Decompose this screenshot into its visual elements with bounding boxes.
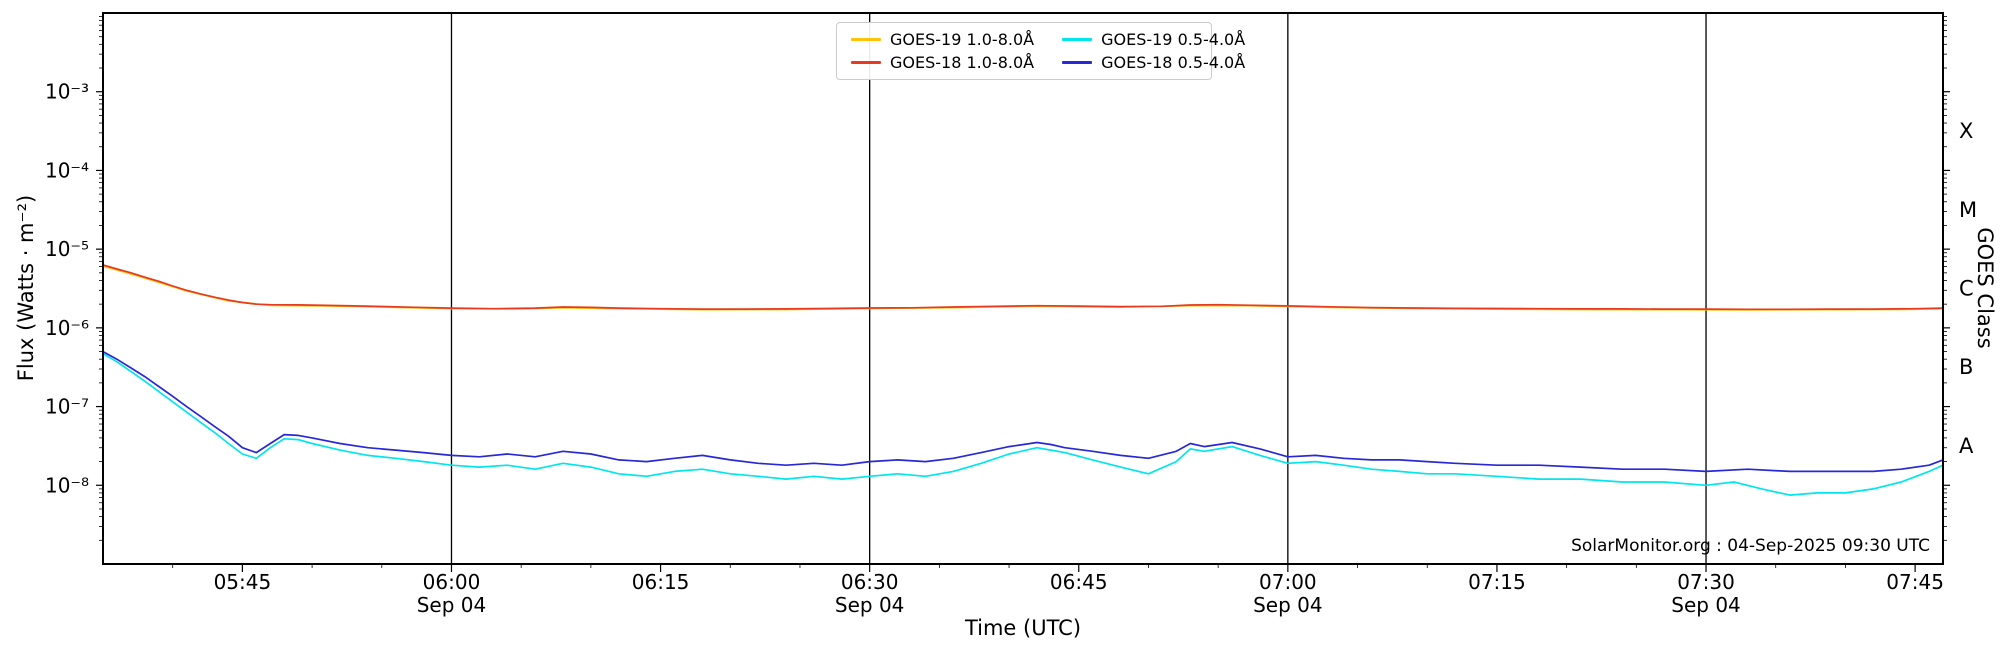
legend-swatch-goes19-short xyxy=(1062,38,1093,41)
goes-class-tick-label: B xyxy=(1959,355,1973,379)
x-tick-label: 07:15 xyxy=(1468,570,1526,594)
legend-item-goes19-short: GOES-19 0.5-4.0Å xyxy=(1062,30,1245,49)
series-line-goes19-long xyxy=(102,265,1944,311)
x-tick-label: 07:30 xyxy=(1677,570,1735,594)
x-day-label: Sep 04 xyxy=(835,593,905,617)
x-tick-label: 06:45 xyxy=(1050,570,1108,594)
plot-border xyxy=(102,12,1944,565)
goes-class-tick-label: A xyxy=(1959,434,1974,458)
x-day-label: Sep 04 xyxy=(1253,593,1323,617)
y-axis-title-flux: Flux (Watts · m⁻²) xyxy=(14,194,38,382)
legend-swatch-goes18-short xyxy=(1062,61,1093,64)
x-tick-label: 07:45 xyxy=(1886,570,1944,594)
series-line-goes18-short xyxy=(102,350,1944,473)
legend-swatch-goes18-long xyxy=(851,61,881,64)
legend-item-goes19-long: GOES-19 1.0-8.0Å xyxy=(851,30,1034,49)
goes-class-tick-label: C xyxy=(1959,277,1974,301)
x-day-label: Sep 04 xyxy=(417,593,487,617)
x-tick-label: 06:00 xyxy=(423,570,481,594)
y-axis-title-goes-class: GOES Class xyxy=(1973,227,1997,349)
y-tick-label: 10⁻⁷ xyxy=(45,395,89,419)
y-tick-label: 10⁻⁸ xyxy=(45,473,89,497)
x-tick-label: 07:00 xyxy=(1259,570,1317,594)
goes-class-tick-label: M xyxy=(1959,198,1977,222)
y-tick-label: 10⁻⁴ xyxy=(45,158,89,182)
legend-item-goes18-short: GOES-18 0.5-4.0Å xyxy=(1062,53,1245,72)
x-day-label: Sep 04 xyxy=(1671,593,1741,617)
legend-label-goes19-short: GOES-19 0.5-4.0Å xyxy=(1101,30,1246,49)
legend-label-goes19-long: GOES-19 1.0-8.0Å xyxy=(890,30,1035,49)
legend-label-goes18-short: GOES-18 0.5-4.0Å xyxy=(1101,53,1246,72)
goes-class-tick-label: X xyxy=(1959,119,1973,143)
legend-item-goes18-long: GOES-18 1.0-8.0Å xyxy=(851,53,1034,72)
legend: GOES-19 1.0-8.0Å GOES-18 1.0-8.0Å GOES-1… xyxy=(836,22,1245,80)
x-tick-label: 05:45 xyxy=(214,570,272,594)
y-tick-label: 10⁻⁶ xyxy=(45,316,89,340)
series-line-goes18-long xyxy=(102,264,1944,311)
x-tick-label: 06:30 xyxy=(841,570,899,594)
x-tick-label: 06:15 xyxy=(632,570,690,594)
solarmonitor-timestamp-annotation: SolarMonitor.org : 04-Sep-2025 09:30 UTC xyxy=(1571,536,1930,556)
legend-swatch-goes19-long xyxy=(851,38,881,41)
y-tick-label: 10⁻³ xyxy=(45,80,89,104)
y-tick-label: 10⁻⁵ xyxy=(45,237,89,261)
legend-label-goes18-long: GOES-18 1.0-8.0Å xyxy=(890,53,1035,72)
x-axis-title-time: Time (UTC) xyxy=(964,616,1082,640)
series-line-goes19-short xyxy=(102,352,1944,496)
